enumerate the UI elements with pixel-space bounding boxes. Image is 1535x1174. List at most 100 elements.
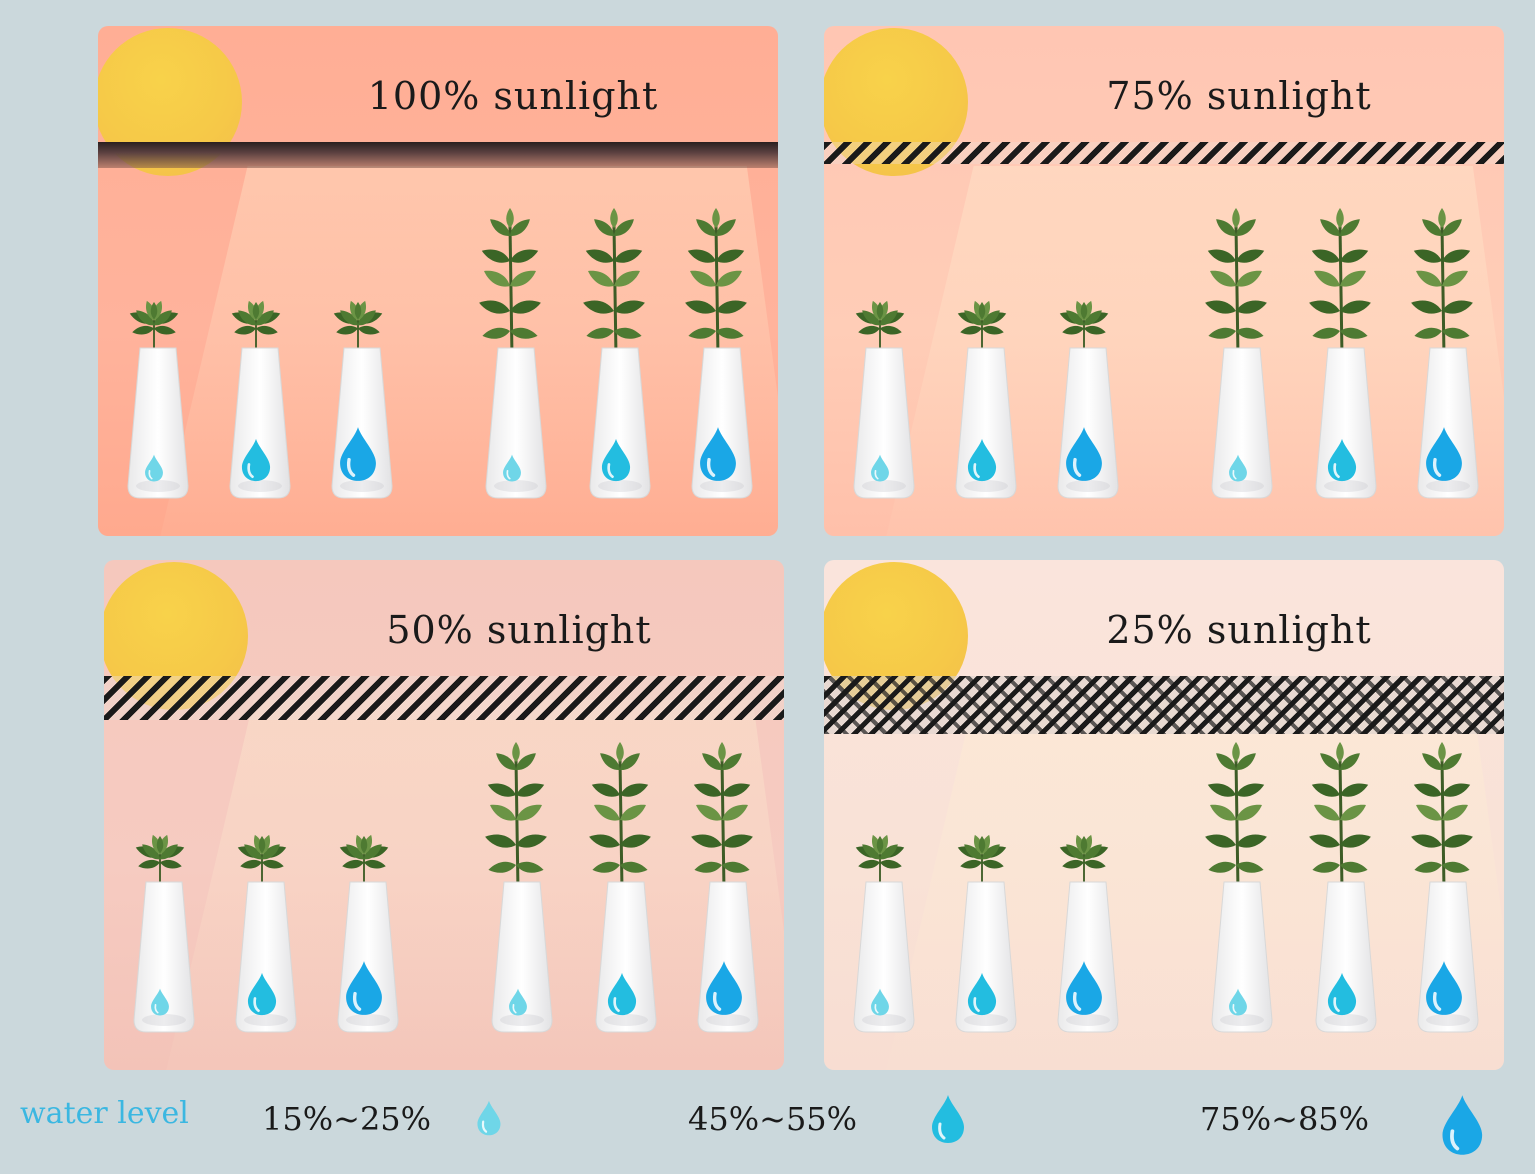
plant-icon: [1059, 834, 1109, 890]
plant-icon: [1205, 742, 1267, 890]
water-drop-small-icon: [1229, 454, 1247, 482]
plant-icon: [339, 834, 389, 890]
plant-icon: [691, 742, 753, 890]
plant-icon: [855, 300, 905, 356]
tall-plant-pot: [1188, 740, 1288, 1040]
short-plant-pot: [104, 206, 204, 506]
plant-icon: [1411, 742, 1473, 890]
plant-icon: [1205, 208, 1267, 356]
water-drop-medium-icon: [1327, 972, 1357, 1016]
tall-plant-pot: [1394, 740, 1494, 1040]
short-plant-pot: [212, 740, 312, 1040]
water-drop-small-icon: [871, 454, 889, 482]
water-drop-small-icon: [477, 1100, 501, 1136]
plant-icon: [1309, 742, 1371, 890]
plant-icon: [855, 834, 905, 890]
short-plant-pot: [1034, 740, 1134, 1040]
plant-icon: [333, 300, 383, 356]
panel-title: 25% sunlight: [1106, 608, 1372, 652]
vase: [852, 346, 916, 504]
water-drop-large-icon: [1440, 1094, 1485, 1160]
short-plant-pot: [110, 740, 210, 1040]
water-drop-medium-icon: [967, 438, 997, 482]
water-drop-large-icon: [340, 427, 376, 481]
water-drop-medium-icon: [932, 1095, 964, 1143]
shade-bar: [98, 142, 778, 168]
water-drop-small-icon: [476, 1100, 502, 1140]
water-drop-medium-icon: [241, 438, 271, 482]
legend-title: water level: [20, 1096, 189, 1131]
plant-icon: [129, 300, 179, 356]
plant-row: [98, 206, 778, 506]
short-plant-pot: [830, 740, 930, 1040]
plant-row: [824, 740, 1504, 1040]
vase: [1210, 880, 1274, 1038]
plant-icon: [589, 742, 651, 890]
short-plant-pot: [830, 206, 930, 506]
plant-icon: [583, 208, 645, 356]
panel-title: 100% sunlight: [367, 74, 659, 118]
water-drop-small-icon: [503, 454, 521, 482]
panel-title: 50% sunlight: [386, 608, 652, 652]
short-plant-pot: [932, 740, 1032, 1040]
water-drop-large-icon: [700, 427, 736, 481]
tall-plant-pot: [1292, 740, 1392, 1040]
tall-plant-pot: [668, 206, 768, 506]
water-drop-small-icon: [145, 454, 163, 482]
water-drop-large-icon: [1442, 1095, 1483, 1155]
short-plant-pot: [206, 206, 306, 506]
tall-plant-pot: [1188, 206, 1288, 506]
plant-icon: [479, 208, 541, 356]
water-drop-small-icon: [509, 988, 527, 1016]
tall-plant-pot: [1292, 206, 1392, 506]
legend-label-medium: 45%~55%: [688, 1100, 858, 1138]
vase: [132, 880, 196, 1038]
water-level-legend: water level 15%~25% 45%~55% 75%~85%: [0, 1080, 1535, 1170]
water-drop-medium-icon: [247, 972, 277, 1016]
tall-plant-pot: [1394, 206, 1494, 506]
water-drop-medium-icon: [967, 972, 997, 1016]
plant-icon: [1309, 208, 1371, 356]
plant-icon: [231, 300, 281, 356]
water-drop-medium-icon: [930, 1094, 966, 1148]
plant-icon: [685, 208, 747, 356]
plant-icon: [1059, 300, 1109, 356]
water-drop-small-icon: [151, 988, 169, 1016]
vase: [852, 880, 916, 1038]
panel-75-sunlight: 75% sunlight: [824, 26, 1504, 536]
panel-50-sunlight: 50% sunlight: [104, 560, 784, 1070]
panel-title: 75% sunlight: [1106, 74, 1372, 118]
water-drop-medium-icon: [601, 438, 631, 482]
water-drop-large-icon: [1426, 961, 1462, 1015]
tall-plant-pot: [462, 206, 562, 506]
water-drop-small-icon: [871, 988, 889, 1016]
vase: [1210, 346, 1274, 504]
vase: [126, 346, 190, 504]
water-drop-medium-icon: [1327, 438, 1357, 482]
legend-label-low: 15%~25%: [262, 1100, 432, 1138]
panel-25-sunlight: 25% sunlight: [824, 560, 1504, 1070]
tall-plant-pot: [674, 740, 774, 1040]
plant-icon: [1411, 208, 1473, 356]
plant-icon: [957, 834, 1007, 890]
short-plant-pot: [1034, 206, 1134, 506]
short-plant-pot: [932, 206, 1032, 506]
plant-icon: [135, 834, 185, 890]
short-plant-pot: [314, 740, 414, 1040]
tall-plant-pot: [566, 206, 666, 506]
short-plant-pot: [308, 206, 408, 506]
water-drop-large-icon: [1066, 427, 1102, 481]
plant-row: [104, 740, 784, 1040]
vase: [484, 346, 548, 504]
tall-plant-pot: [572, 740, 672, 1040]
water-drop-medium-icon: [607, 972, 637, 1016]
water-drop-large-icon: [706, 961, 742, 1015]
plant-icon: [237, 834, 287, 890]
water-drop-small-icon: [1229, 988, 1247, 1016]
plant-icon: [485, 742, 547, 890]
vase: [490, 880, 554, 1038]
shade-bar: [104, 676, 784, 720]
legend-label-high: 75%~85%: [1200, 1100, 1370, 1138]
shade-bar: [824, 142, 1504, 164]
water-drop-large-icon: [346, 961, 382, 1015]
